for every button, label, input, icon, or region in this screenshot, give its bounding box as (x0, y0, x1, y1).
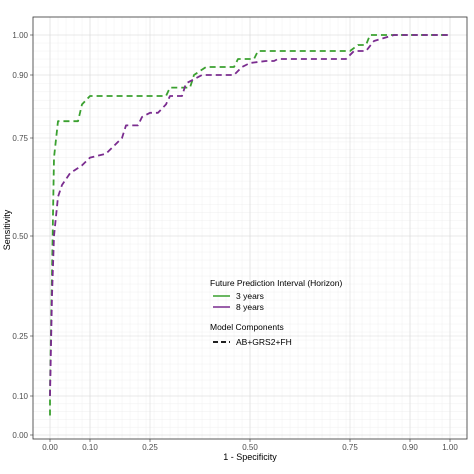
y-axis-ticks: 0.00 0.10 0.25 0.50 0.75 0.90 1.00 (12, 31, 33, 440)
series-line-8-years (49, 34, 450, 397)
series-layer (49, 34, 450, 416)
y-tick-label: 1.00 (12, 31, 28, 40)
major-grid (33, 17, 467, 439)
x-axis-ticks: 0.00 0.10 0.25 0.50 0.75 0.90 1.00 (42, 439, 458, 452)
y-tick-label: 0.25 (12, 332, 28, 341)
legend-components-title: Model Components (210, 322, 284, 332)
x-tick-label: 0.00 (42, 443, 58, 452)
legend-label-components: AB+GRS2+FH (236, 337, 292, 347)
x-tick-label: 0.50 (242, 443, 258, 452)
x-tick-label: 0.25 (142, 443, 158, 452)
x-tick-label: 1.00 (442, 443, 458, 452)
y-tick-label: 0.90 (12, 71, 28, 80)
y-tick-label: 0.00 (12, 431, 28, 440)
x-tick-label: 0.10 (82, 443, 98, 452)
y-axis-title: Sensitivity (2, 209, 12, 250)
legend-label-3-years: 3 years (236, 291, 264, 301)
legend-label-8-years: 8 years (236, 302, 264, 312)
y-tick-label: 0.50 (12, 232, 28, 241)
legend-horizon-title: Future Prediction Interval (Horizon) (210, 278, 342, 288)
series-line-3-years (49, 34, 450, 416)
x-tick-label: 0.90 (402, 443, 418, 452)
x-tick-label: 0.75 (342, 443, 358, 452)
x-axis-title: 1 - Specificity (223, 452, 277, 462)
y-tick-label: 0.10 (12, 392, 28, 401)
legend: Future Prediction Interval (Horizon) 3 y… (210, 278, 342, 347)
y-tick-label: 0.75 (12, 134, 28, 143)
